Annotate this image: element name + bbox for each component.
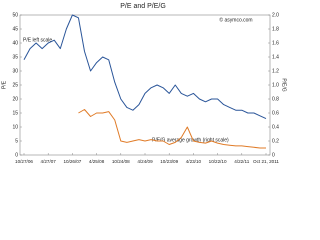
chart: P/E and P/E/G © asymco.com P/E P/E/G P/E… (1, 3, 287, 164)
y-tick-label: 10 (12, 124, 18, 130)
x-tick-label: Oct 21, 2011 (253, 159, 279, 164)
y2-tick-label: 1.6 (272, 40, 279, 46)
y-tick-label: 40 (12, 40, 18, 46)
y-tick-label: 5 (15, 138, 18, 144)
y-tick-label: 20 (12, 96, 18, 102)
y2-tick-label: 0 (272, 152, 275, 158)
y-tick-label: 25 (12, 82, 18, 88)
series-line (78, 109, 266, 149)
x-tick-label: 4/27/07 (41, 159, 57, 164)
x-tick-label: 10/24/08 (112, 159, 130, 164)
y-tick-label: 0 (15, 152, 18, 158)
x-tick-label: 10/27/06 (15, 159, 33, 164)
x-tick-label: 10/22/10 (209, 159, 227, 164)
annotation: P/E/G average growth (right scale) (152, 137, 229, 143)
y2-tick-label: 1.0 (272, 82, 279, 88)
annotation: P/E left scale (23, 37, 52, 43)
x-tick-label: 10/23/09 (160, 159, 178, 164)
y2-tick-label: 0.4 (272, 124, 279, 130)
chart-title: P/E and P/E/G (120, 3, 166, 10)
x-tick-label: 4/24/09 (137, 159, 153, 164)
x-tick-label: 10/26/07 (63, 159, 81, 164)
y2-tick-label: 0.8 (272, 96, 279, 102)
y-tick-label: 15 (12, 110, 18, 116)
series-line (23, 14, 267, 120)
x-tick-label: 4/22/11 (234, 159, 249, 164)
plot-frame (19, 14, 271, 156)
y-tick-label: 30 (12, 68, 18, 74)
y2-tick-label: 1.4 (272, 54, 279, 60)
y2-tick-label: 2.0 (272, 12, 279, 18)
y2-tick-label: 1.2 (272, 68, 279, 74)
y-axis-label: P/E (1, 80, 7, 89)
x-tick-label: 4/25/08 (89, 159, 105, 164)
y-tick-label: 50 (12, 12, 18, 18)
y2-tick-label: 0.6 (272, 110, 279, 116)
y-tick-label: 45 (12, 26, 18, 32)
y-tick-label: 35 (12, 54, 18, 60)
x-tick-label: 4/23/10 (186, 159, 202, 164)
watermark: © asymco.com (219, 16, 252, 23)
y2-axis-label: P/E/G (281, 78, 287, 91)
y2-tick-label: 1.8 (272, 26, 279, 32)
y2-tick-label: 0.2 (272, 138, 279, 144)
